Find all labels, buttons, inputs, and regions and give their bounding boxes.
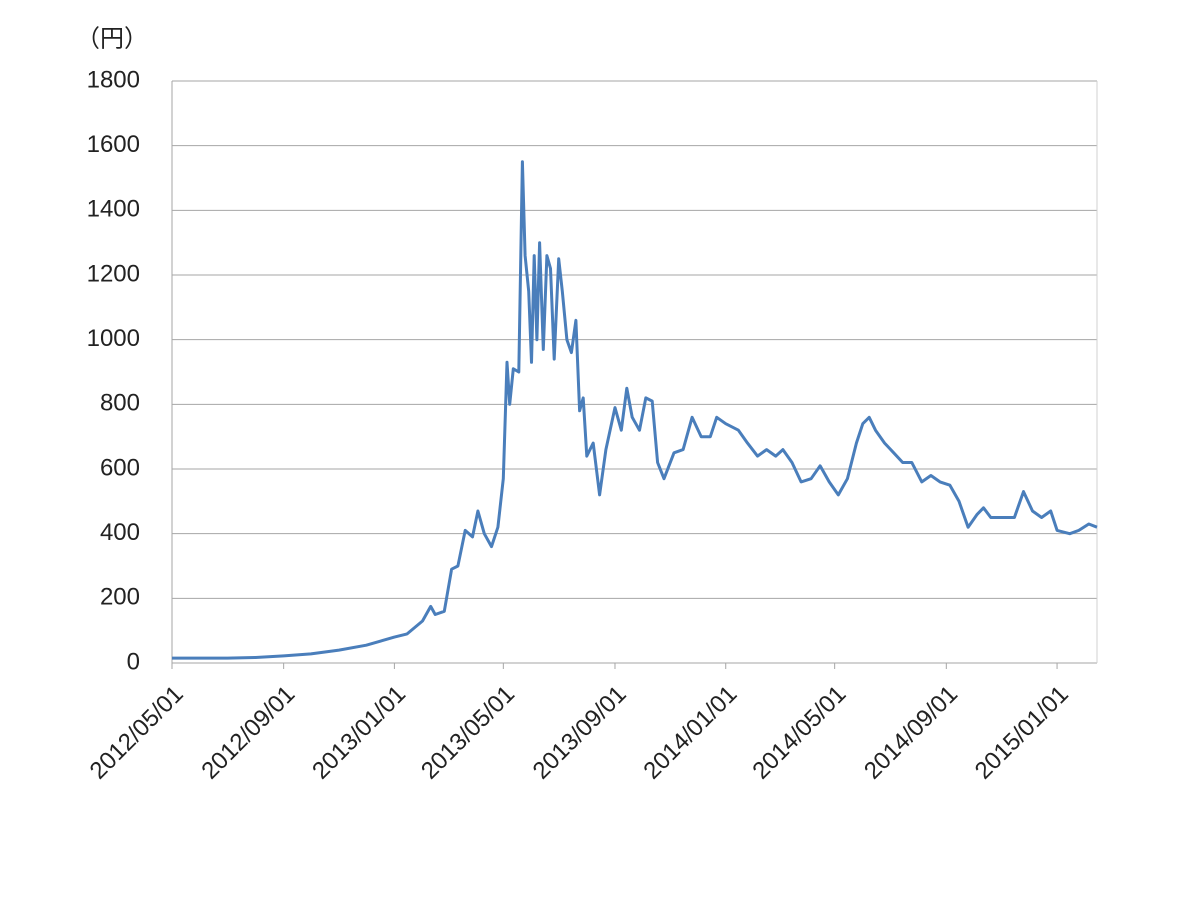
y-tick-label: 1000 bbox=[87, 325, 140, 352]
price-line bbox=[172, 160, 1098, 660]
y-tick-label: 600 bbox=[100, 454, 140, 481]
y-tick-label: 200 bbox=[100, 584, 140, 611]
y-tick-label: 1600 bbox=[87, 131, 140, 158]
x-tick-label: 2014/05/01 bbox=[747, 681, 851, 785]
y-tick-label: 400 bbox=[100, 519, 140, 546]
x-tick-label: 2013/01/01 bbox=[307, 681, 411, 785]
y-tick-label: 1400 bbox=[87, 196, 140, 223]
x-tick-label: 2013/05/01 bbox=[416, 681, 520, 785]
x-tick-label: 2015/01/01 bbox=[970, 681, 1074, 785]
x-tick-label: 2014/09/01 bbox=[859, 681, 963, 785]
x-tick-label: 2012/05/01 bbox=[85, 681, 189, 785]
x-tick-label: 2012/09/01 bbox=[196, 681, 300, 785]
y-tick-label: 800 bbox=[100, 390, 140, 417]
y-tick-label: 1800 bbox=[87, 66, 140, 93]
y-tick-label: 0 bbox=[127, 648, 140, 675]
y-axis-label: （円） bbox=[76, 25, 148, 52]
x-tick-label: 2014/01/01 bbox=[638, 681, 742, 785]
x-tick-label: 2013/09/01 bbox=[528, 681, 632, 785]
y-tick-label: 1200 bbox=[87, 260, 140, 287]
